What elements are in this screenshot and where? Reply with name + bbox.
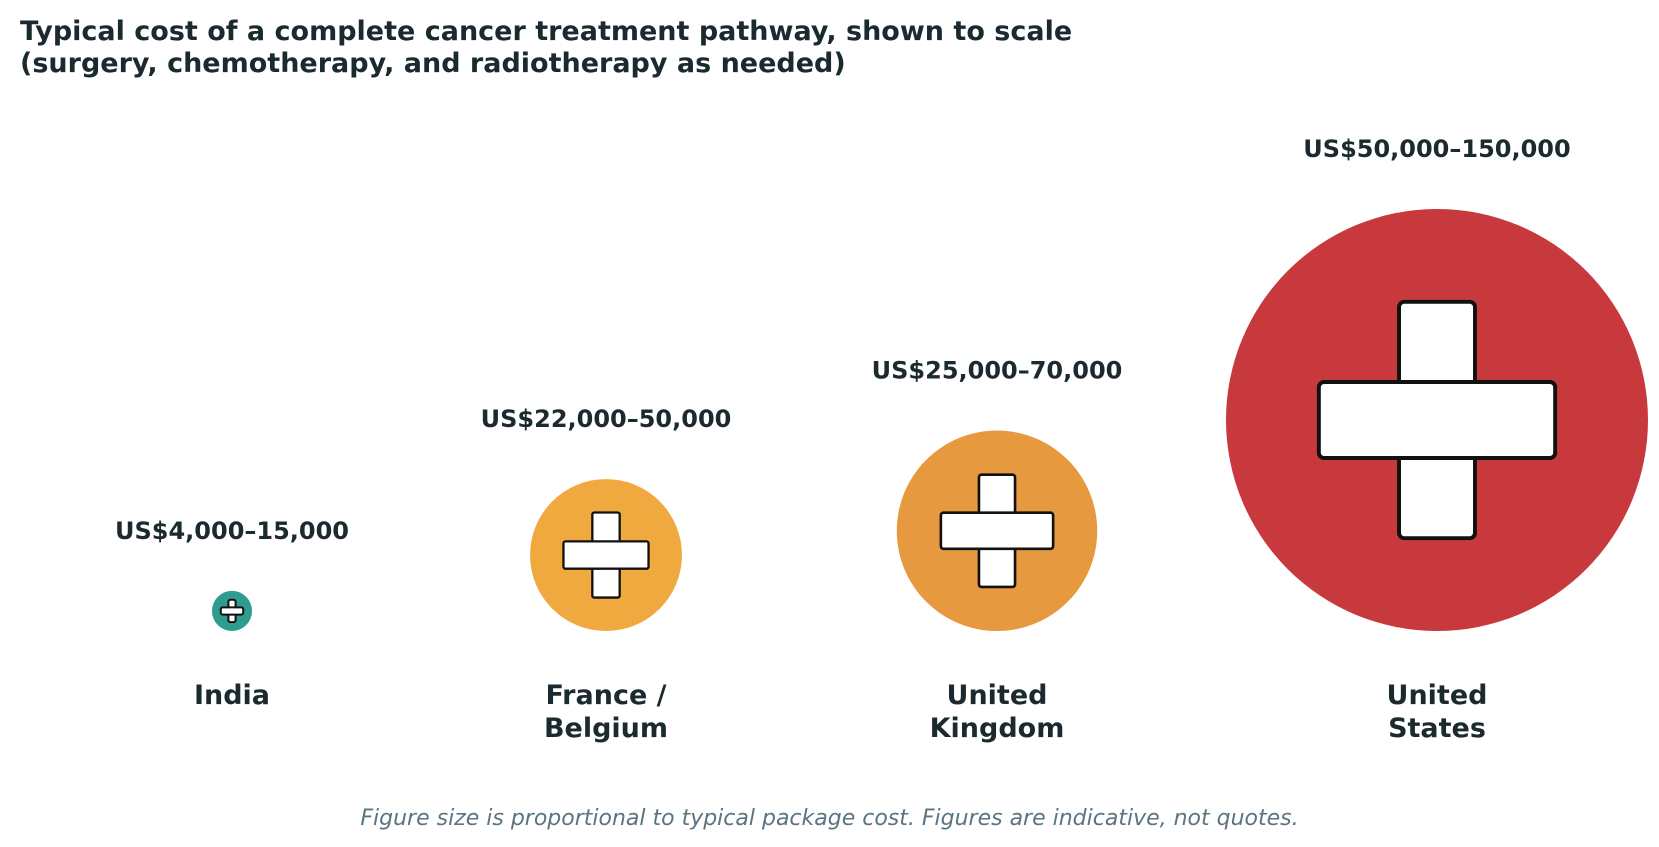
chart-title: Typical cost of a complete cancer treatm… [20,16,1073,79]
category-label: France / Belgium [544,680,668,744]
value-label: US$22,000–50,000 [481,405,732,433]
medical-cross-icon [219,598,245,624]
category-label: United Kingdom [930,680,1065,744]
value-label: US$25,000–70,000 [872,357,1123,385]
chart-footnote: Figure size is proportional to typical p… [360,806,1299,831]
value-label: US$50,000–150,000 [1303,135,1570,163]
value-label: US$4,000–15,000 [115,517,349,545]
category-label: United States [1387,680,1488,744]
medical-cross-icon [562,511,650,599]
category-label: India [194,680,270,711]
medical-cross-icon [1316,299,1558,541]
medical-cross-icon [939,473,1055,589]
